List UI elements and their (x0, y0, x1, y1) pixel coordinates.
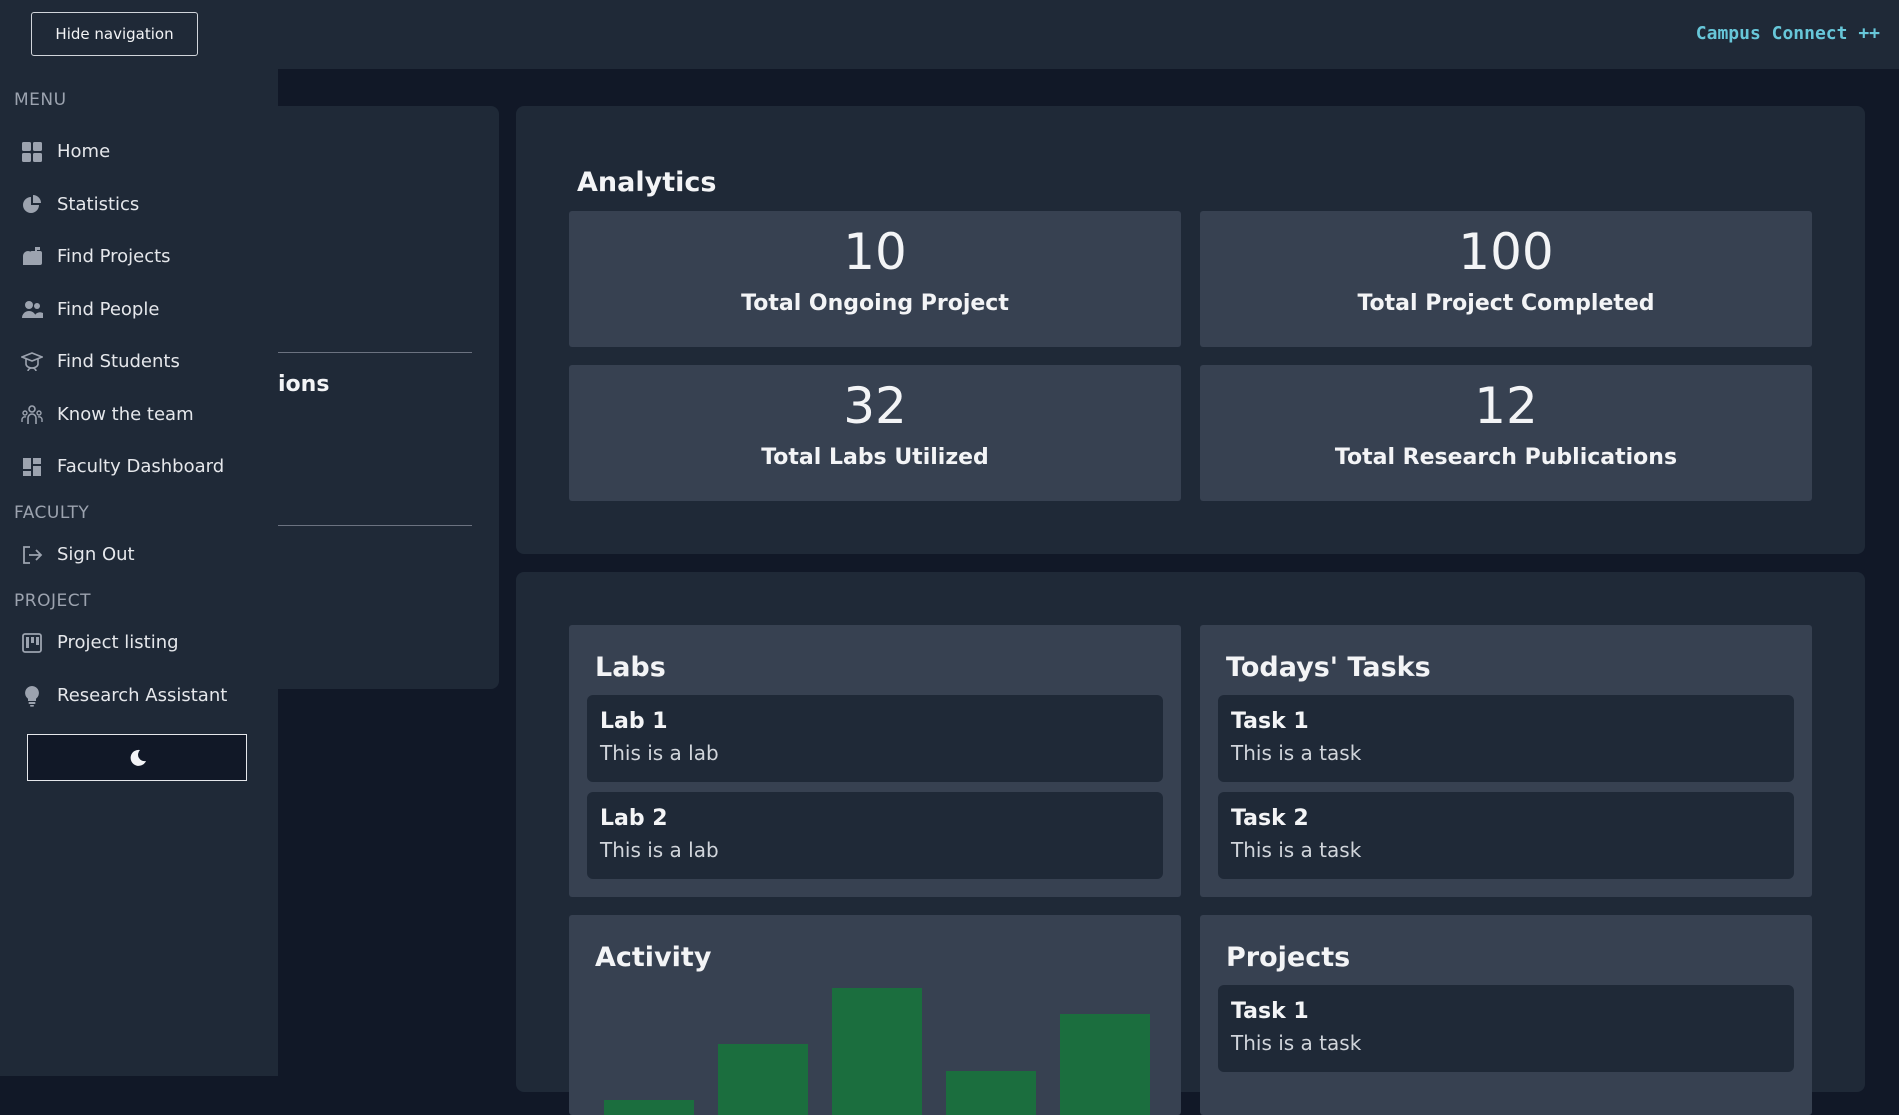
sidebar: MENU Home Statistics Find Projects Find … (0, 69, 278, 1076)
activity-bar (946, 1070, 1036, 1115)
divider (278, 525, 472, 526)
tasks-card: Todays' Tasks Task 1 This is a task Task… (1200, 625, 1812, 897)
sidebar-item-project-listing[interactable]: Project listing (0, 621, 278, 665)
stat-value: 10 (843, 223, 907, 281)
stat-value: 100 (1458, 223, 1554, 281)
stat-value: 12 (1474, 377, 1538, 435)
stat-label: Total Research Publications (1334, 445, 1678, 470)
stat-label: Total Labs Utilized (761, 445, 989, 470)
item-title: Lab 2 (600, 806, 668, 831)
sign-out-icon (21, 544, 43, 566)
sidebar-item-faculty-dashboard[interactable]: Faculty Dashboard (0, 445, 278, 489)
kanban-icon (21, 632, 43, 654)
list-item[interactable]: Task 1 This is a task (1218, 985, 1794, 1072)
labs-card: Labs Lab 1 This is a lab Lab 2 This is a… (569, 625, 1181, 897)
stat-value: 32 (843, 377, 907, 435)
sidebar-item-label: Find Projects (57, 246, 171, 267)
item-description: This is a task (1231, 1031, 1362, 1055)
projects-card: Projects Task 1 This is a task (1200, 915, 1812, 1115)
list-item[interactable]: Lab 2 This is a lab (587, 792, 1163, 879)
hide-navigation-button[interactable]: Hide navigation (31, 12, 198, 56)
stat-card-labs: 32 Total Labs Utilized (569, 365, 1181, 501)
labs-title: Labs (595, 652, 666, 683)
sidebar-item-find-people[interactable]: Find People (0, 288, 278, 332)
sidebar-item-statistics[interactable]: Statistics (0, 183, 278, 227)
project-section-label: PROJECT (14, 591, 91, 611)
list-item[interactable]: Task 1 This is a task (1218, 695, 1794, 782)
sidebar-item-research-assistant[interactable]: Research Assistant (0, 674, 278, 718)
projects-title: Projects (1226, 942, 1351, 973)
activity-card: Activity (569, 915, 1181, 1115)
list-item[interactable]: Lab 1 This is a lab (587, 695, 1163, 782)
sidebar-item-label: Know the team (57, 404, 194, 425)
sidebar-item-label: Project listing (57, 632, 179, 653)
panel-heading-fragment: ions (278, 372, 330, 397)
sidebar-item-know-the-team[interactable]: Know the team (0, 393, 278, 437)
sidebar-item-label: Statistics (57, 194, 140, 215)
list-item[interactable]: Task 2 This is a task (1218, 792, 1794, 879)
item-title: Lab 1 (600, 709, 668, 734)
home-icon (21, 141, 43, 163)
lightbulb-icon (21, 685, 43, 707)
stat-card-publications: 12 Total Research Publications (1200, 365, 1812, 501)
student-icon (21, 351, 43, 373)
stat-card-completed: 100 Total Project Completed (1200, 211, 1812, 347)
faculty-section-label: FACULTY (14, 503, 90, 523)
item-title: Task 2 (1231, 806, 1309, 831)
sidebar-item-sign-out[interactable]: Sign Out (0, 533, 278, 577)
stat-label: Total Project Completed (1357, 291, 1655, 316)
background-panel: ions (278, 106, 499, 689)
sidebar-item-label: Home (57, 141, 111, 162)
divider (278, 352, 472, 353)
menu-section-label: MENU (14, 90, 67, 110)
dashboard-panel: Labs Lab 1 This is a lab Lab 2 This is a… (516, 572, 1865, 1115)
sidebar-item-label: Find People (57, 299, 160, 320)
sidebar-item-label: Sign Out (57, 544, 135, 565)
mailbox-icon (21, 246, 43, 268)
team-icon (21, 404, 43, 426)
top-bar: Hide navigation Campus Connect ++ (0, 0, 1899, 69)
tasks-title: Todays' Tasks (1226, 652, 1431, 683)
stat-label: Total Ongoing Project (741, 291, 1009, 316)
sidebar-item-find-projects[interactable]: Find Projects (0, 235, 278, 279)
item-description: This is a lab (600, 838, 719, 862)
sidebar-item-find-students[interactable]: Find Students (0, 340, 278, 384)
activity-bar (1060, 1014, 1150, 1115)
sidebar-item-label: Research Assistant (57, 685, 228, 706)
moon-icon (130, 749, 146, 766)
activity-bar (832, 987, 922, 1115)
pie-chart-icon (21, 194, 43, 216)
item-title: Task 1 (1231, 999, 1309, 1024)
sidebar-item-label: Find Students (57, 351, 180, 372)
dashboard-icon (21, 456, 43, 478)
theme-toggle-button[interactable] (27, 734, 247, 781)
brand-title[interactable]: Campus Connect ++ (1695, 23, 1880, 44)
activity-chart (569, 915, 1181, 1115)
activity-title: Activity (595, 942, 712, 973)
item-title: Task 1 (1231, 709, 1309, 734)
item-description: This is a lab (600, 741, 719, 765)
activity-bar (604, 1100, 694, 1115)
analytics-panel: Analytics 10 Total Ongoing Project 100 T… (516, 106, 1865, 554)
stat-card-ongoing: 10 Total Ongoing Project (569, 211, 1181, 347)
item-description: This is a task (1231, 838, 1362, 862)
activity-bar (718, 1043, 808, 1115)
people-icon (21, 299, 43, 321)
sidebar-item-label: Faculty Dashboard (57, 456, 225, 477)
item-description: This is a task (1231, 741, 1362, 765)
sidebar-item-home[interactable]: Home (0, 130, 278, 174)
analytics-title: Analytics (577, 167, 717, 198)
